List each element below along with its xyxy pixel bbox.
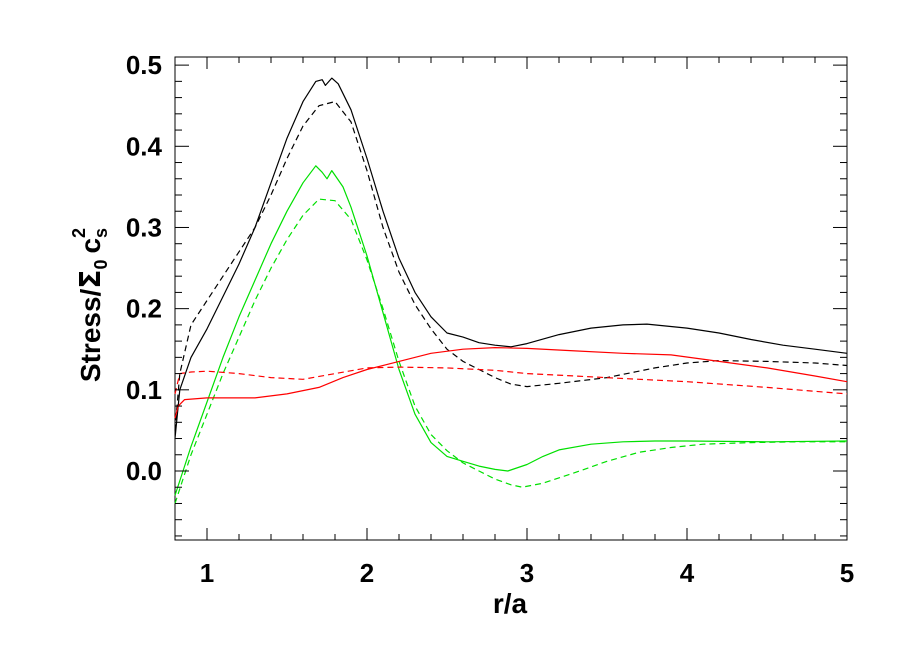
- y-tick-label: 0.3: [126, 212, 162, 242]
- x-tick-label: 3: [520, 558, 534, 588]
- series-line-4: [174, 198, 847, 504]
- y-tick-label: 0.4: [126, 131, 163, 161]
- y-tick-label: 0.2: [126, 294, 162, 324]
- y-tick-label: 0.0: [126, 456, 162, 486]
- x-tick-label: 4: [680, 558, 695, 588]
- series-line-1: [174, 77, 848, 439]
- series-line-2: [174, 101, 848, 431]
- y-axis-label-c-sub: s: [91, 228, 111, 238]
- x-tick-label: 2: [360, 558, 374, 588]
- series-line-6: [174, 366, 848, 395]
- y-tick-label: 0.1: [126, 375, 162, 405]
- series-line-3: [174, 165, 848, 496]
- y-tick-label: 0.5: [126, 50, 162, 80]
- y-axis-label-main: Stress/: [75, 288, 106, 382]
- x-tick-label: 1: [200, 558, 214, 588]
- y-axis-label-sigma-sub: 0: [91, 260, 111, 270]
- x-axis-label: r/a: [493, 588, 528, 619]
- x-tick-label: 5: [840, 558, 854, 588]
- y-axis-label-sigma: Σ: [74, 270, 107, 289]
- y-axis-label-c-sup: 2: [69, 228, 89, 238]
- plot-frame: [174, 56, 848, 541]
- series-line-5: [174, 347, 848, 419]
- y-axis-label: Stress/Σ0 cs2: [69, 228, 111, 382]
- y-axis-label-c: c: [75, 238, 106, 254]
